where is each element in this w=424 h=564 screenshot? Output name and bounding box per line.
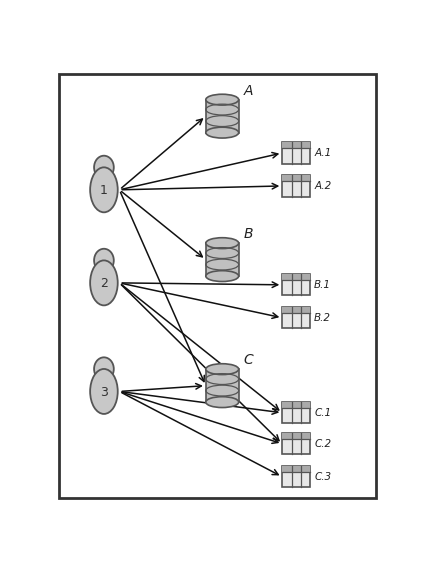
- Bar: [282, 307, 310, 313]
- Bar: [282, 274, 310, 280]
- Text: A.2: A.2: [314, 181, 331, 191]
- Ellipse shape: [206, 94, 239, 105]
- Ellipse shape: [206, 237, 239, 249]
- Text: 2: 2: [100, 277, 108, 290]
- Ellipse shape: [206, 396, 239, 408]
- Text: B.1: B.1: [314, 280, 331, 290]
- Bar: [282, 433, 310, 439]
- Text: A.1: A.1: [314, 148, 331, 158]
- Text: C.2: C.2: [314, 439, 331, 449]
- Text: 3: 3: [100, 386, 108, 399]
- Bar: [282, 307, 310, 328]
- Bar: [282, 466, 310, 472]
- Bar: [282, 466, 310, 487]
- Bar: [282, 402, 310, 424]
- Bar: [206, 100, 239, 133]
- Bar: [282, 175, 310, 181]
- Ellipse shape: [206, 271, 239, 281]
- Text: A: A: [244, 83, 253, 98]
- Ellipse shape: [90, 369, 118, 414]
- Bar: [282, 142, 310, 148]
- Ellipse shape: [206, 127, 239, 138]
- Text: B.2: B.2: [314, 313, 331, 323]
- Text: C: C: [244, 353, 253, 367]
- Text: C.3: C.3: [314, 472, 331, 482]
- Bar: [282, 433, 310, 455]
- Text: C.1: C.1: [314, 408, 331, 418]
- Bar: [282, 274, 310, 296]
- Ellipse shape: [90, 168, 118, 212]
- Bar: [282, 175, 310, 197]
- Text: B: B: [244, 227, 253, 241]
- Ellipse shape: [90, 261, 118, 305]
- Ellipse shape: [206, 364, 239, 374]
- Ellipse shape: [94, 249, 114, 272]
- Text: 1: 1: [100, 184, 108, 197]
- Bar: [206, 243, 239, 276]
- Bar: [206, 369, 239, 402]
- Bar: [282, 142, 310, 164]
- Ellipse shape: [94, 358, 114, 381]
- Ellipse shape: [94, 156, 114, 179]
- Bar: [282, 402, 310, 408]
